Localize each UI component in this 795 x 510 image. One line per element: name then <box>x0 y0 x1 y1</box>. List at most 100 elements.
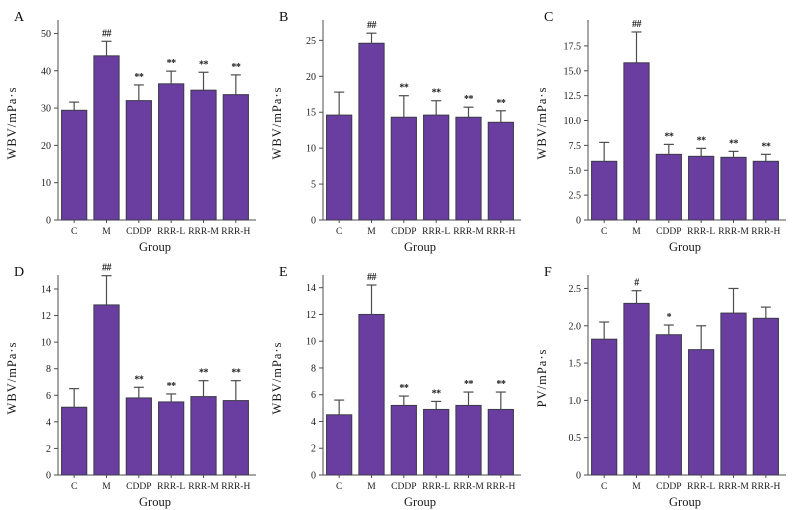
bar <box>688 155 715 221</box>
panel-f: F 0 0.5 1.0 1.5 2.0 2.5 C M # CDDP * RRR-L RRR-M RRR-… <box>530 255 795 510</box>
category-label: RRR-L <box>687 227 715 237</box>
panel-letter-a: A <box>14 10 25 25</box>
panel-letter-f: F <box>544 265 552 280</box>
y-tick-label: 0 <box>576 216 581 227</box>
bar-chart-panel-e: 0 2 4 6 8 10 12 14 C M ## CDDP ** RRR-L ** RRR-M ** RRR-H… <box>270 272 521 509</box>
y-tick-label: 10 <box>306 144 316 155</box>
significance-annotation: ** <box>167 381 177 392</box>
category-label: RRR-H <box>221 227 250 237</box>
y-axis-title: WBV/mPa·s <box>5 342 19 415</box>
y-axis-title: WBV/mPa·s <box>270 342 284 415</box>
category-label: RRR-M <box>718 482 749 492</box>
category-label: CDDP <box>391 482 416 492</box>
bar <box>720 312 747 476</box>
bar <box>61 109 88 221</box>
y-axis-title: WBV/mPa·s <box>270 87 284 160</box>
bar <box>190 396 217 476</box>
bar <box>655 153 682 221</box>
y-axis-title: WBV/mPa·s <box>535 87 549 160</box>
bar <box>358 313 385 476</box>
y-tick-label: 1.5 <box>569 359 582 370</box>
y-tick-label: 5 <box>311 180 316 191</box>
bar <box>591 338 618 476</box>
significance-annotation: ## <box>632 19 642 30</box>
x-axis-title: Group <box>669 495 701 509</box>
y-tick-label: 12.5 <box>564 91 582 102</box>
bar <box>752 160 779 221</box>
bar <box>158 401 185 476</box>
significance-annotation: ** <box>464 94 474 105</box>
y-tick-label: 10 <box>306 337 316 348</box>
y-tick-label: 2.0 <box>569 321 582 332</box>
bar <box>455 404 482 476</box>
y-tick-label: 2 <box>46 444 51 455</box>
category-label: C <box>601 227 607 237</box>
category-label: M <box>102 482 111 492</box>
category-label: CDDP <box>656 227 681 237</box>
significance-annotation: ** <box>134 374 144 385</box>
y-tick-label: 20 <box>306 72 316 83</box>
bar <box>61 406 88 476</box>
bar-chart-panel-b: 0 5 10 15 20 25 C M ## CDDP ** RRR-L ** RRR-M ** RRR-H *… <box>270 20 521 254</box>
x-axis-title: Group <box>139 495 171 509</box>
significance-annotation: ** <box>432 88 442 99</box>
category-label: CDDP <box>656 482 681 492</box>
significance-annotation: ** <box>231 368 241 379</box>
y-tick-label: 7.5 <box>569 141 582 152</box>
bar <box>93 55 120 221</box>
significance-annotation: # <box>634 278 639 289</box>
category-label: M <box>367 227 376 237</box>
x-axis-title: Group <box>669 240 701 254</box>
y-tick-label: 0 <box>311 216 316 227</box>
y-tick-label: 0 <box>46 471 51 482</box>
panel-letter-d: D <box>14 265 25 280</box>
x-axis-title: Group <box>404 240 436 254</box>
y-tick-label: 4 <box>46 417 51 428</box>
bar <box>358 42 385 221</box>
category-label: RRR-M <box>453 482 484 492</box>
panel-letter-e: E <box>279 265 288 280</box>
category-label: RRR-H <box>221 482 250 492</box>
significance-annotation: ** <box>432 388 442 399</box>
bar <box>190 89 217 221</box>
bar <box>326 114 353 221</box>
y-tick-label: 0 <box>311 471 316 482</box>
significance-annotation: ** <box>399 383 409 394</box>
significance-annotation: ** <box>231 62 241 73</box>
bar <box>390 116 417 221</box>
category-label: RRR-M <box>188 227 219 237</box>
category-label: C <box>336 482 342 492</box>
bar <box>655 334 682 476</box>
significance-annotation: ** <box>134 72 144 83</box>
bar <box>720 156 747 221</box>
y-tick-label: 2.5 <box>569 284 582 295</box>
category-label: C <box>71 227 77 237</box>
category-label: RRR-L <box>157 482 185 492</box>
panel-letter-c: C <box>544 10 554 25</box>
significance-annotation: ** <box>399 83 409 94</box>
category-label: RRR-L <box>157 227 185 237</box>
category-label: RRR-M <box>718 227 749 237</box>
bar <box>158 83 185 221</box>
y-tick-label: 4 <box>311 417 316 428</box>
y-tick-label: 40 <box>41 66 51 77</box>
y-tick-label: 2 <box>311 444 316 455</box>
significance-annotation: ** <box>167 58 177 69</box>
bar <box>487 121 514 221</box>
y-tick-label: 15.0 <box>564 66 582 77</box>
bar <box>487 408 514 476</box>
significance-annotation: ** <box>199 368 209 379</box>
significance-annotation: ** <box>729 138 739 149</box>
y-tick-label: 10 <box>41 338 51 349</box>
y-tick-label: 0 <box>576 471 581 482</box>
y-tick-label: 25 <box>306 36 316 47</box>
x-axis-title: Group <box>404 495 436 509</box>
bar-chart-panel-a: 0 10 20 30 40 50 C M ## CDDP ** RRR-L ** RRR-M ** RRR-H… <box>5 20 256 254</box>
y-tick-label: 6 <box>311 390 316 401</box>
y-tick-label: 12 <box>306 310 316 321</box>
category-label: RRR-M <box>453 227 484 237</box>
significance-annotation: ** <box>761 141 771 152</box>
y-tick-label: 10.0 <box>564 116 582 127</box>
significance-annotation: ** <box>496 379 506 390</box>
